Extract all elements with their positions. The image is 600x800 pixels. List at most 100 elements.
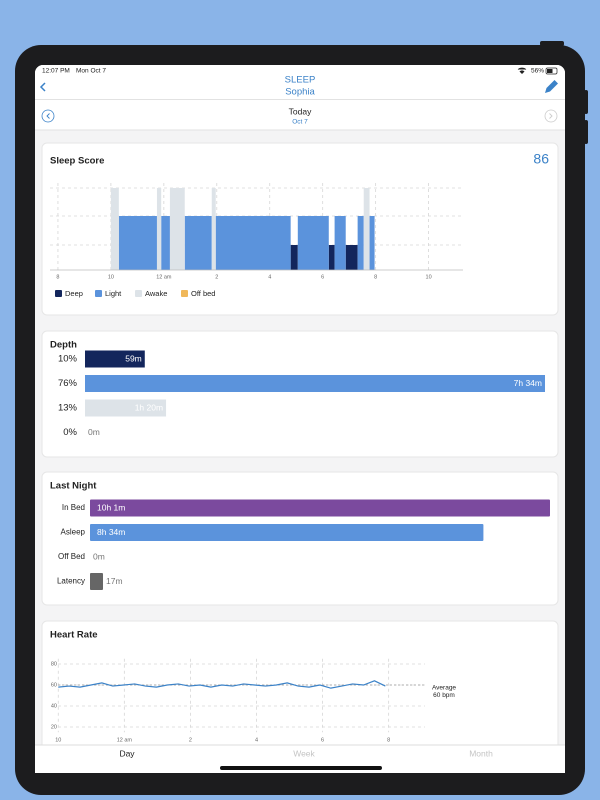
row-label: Off Bed bbox=[58, 552, 85, 561]
duration-value: 8h 34m bbox=[97, 527, 125, 537]
legend-swatch bbox=[95, 290, 102, 297]
average-value: 60 bpm bbox=[433, 692, 455, 699]
sleep-segment bbox=[211, 188, 216, 270]
dynamic-layer: 8 10 12 am 2 4 6 8 10 Deep Light Awake Off bed 10% 59… bbox=[50, 183, 550, 743]
heart-rate-line bbox=[58, 680, 386, 689]
sleep-segment bbox=[363, 188, 370, 270]
legend-label: Deep bbox=[65, 289, 83, 298]
x-tick-label: 2 bbox=[189, 737, 192, 743]
x-tick-label: 12 am bbox=[156, 274, 172, 280]
home-indicator bbox=[220, 766, 382, 770]
row-label: Latency bbox=[57, 577, 85, 586]
legend-swatch bbox=[181, 290, 188, 297]
x-tick-label: 8 bbox=[387, 737, 390, 743]
card-title: Depth bbox=[50, 340, 77, 351]
duration-bar bbox=[90, 499, 550, 517]
sleep-segment bbox=[334, 216, 346, 270]
legend-swatch bbox=[135, 290, 142, 297]
x-tick-label: 2 bbox=[215, 274, 218, 280]
battery-icon bbox=[545, 67, 558, 75]
card-title: Sleep Score bbox=[50, 156, 104, 167]
depth-bar bbox=[85, 350, 145, 368]
average-label: Average bbox=[432, 685, 456, 692]
depth-percent: 0% bbox=[63, 427, 77, 438]
sleep-segment bbox=[328, 245, 335, 270]
tabs: Day Week Month bbox=[119, 748, 493, 758]
depth-value: 59m bbox=[125, 353, 142, 363]
sleep-segment bbox=[215, 216, 291, 270]
back-button[interactable] bbox=[39, 82, 46, 92]
x-tick-label: 10 bbox=[55, 737, 61, 743]
x-tick-label: 4 bbox=[255, 737, 258, 743]
device-button bbox=[584, 90, 588, 114]
battery-level bbox=[547, 69, 553, 73]
sleep-segment bbox=[110, 188, 119, 270]
date-date: Oct 7 bbox=[292, 119, 308, 126]
y-tick-label: 20 bbox=[51, 724, 57, 730]
y-tick-label: 80 bbox=[51, 661, 57, 667]
sleep-segment bbox=[156, 188, 162, 270]
edit-button[interactable] bbox=[545, 80, 558, 93]
x-tick-label: 6 bbox=[321, 274, 324, 280]
depth-bar bbox=[85, 375, 545, 392]
y-tick-label: 40 bbox=[51, 703, 57, 709]
legend-swatch bbox=[55, 290, 62, 297]
sleep-segment bbox=[290, 245, 298, 270]
nav-title: SLEEP bbox=[285, 75, 316, 86]
sleep-segment bbox=[161, 216, 170, 270]
nav-subtitle: Sophia bbox=[285, 87, 315, 98]
depth-percent: 13% bbox=[58, 403, 78, 414]
duration-value: 17m bbox=[106, 576, 123, 586]
legend-label: Light bbox=[105, 289, 122, 298]
sleep-segment bbox=[297, 216, 329, 270]
x-tick-label: 8 bbox=[56, 274, 59, 280]
card-title: Last Night bbox=[50, 481, 97, 492]
depth-bar bbox=[85, 399, 167, 417]
depth-card bbox=[41, 330, 559, 458]
sleep-segment bbox=[345, 245, 358, 270]
depth-value: 0m bbox=[88, 427, 100, 437]
status-time: 12:07 PM bbox=[42, 68, 70, 75]
x-tick-label: 4 bbox=[268, 274, 271, 280]
legend-label: Awake bbox=[145, 289, 167, 298]
duration-bar bbox=[90, 524, 484, 541]
x-tick-label: 8 bbox=[374, 274, 377, 280]
next-arrow bbox=[549, 113, 553, 119]
duration-bar bbox=[90, 573, 104, 590]
date-nav-bg bbox=[35, 100, 565, 130]
row-label: Asleep bbox=[61, 528, 86, 537]
x-tick-label: 10 bbox=[426, 274, 432, 280]
y-tick-label: 60 bbox=[51, 682, 57, 688]
sleep-segment bbox=[118, 216, 157, 270]
x-tick-label: 6 bbox=[321, 737, 324, 743]
sleep-segment bbox=[369, 216, 375, 270]
x-tick-label: 10 bbox=[108, 274, 114, 280]
status-date: Mon Oct 7 bbox=[76, 68, 106, 75]
date-day: Today bbox=[289, 106, 312, 116]
depth-value: 1h 20m bbox=[135, 402, 163, 412]
row-label: In Bed bbox=[62, 503, 85, 512]
sleep-segment bbox=[357, 216, 364, 270]
prev-arrow bbox=[46, 113, 50, 119]
prev-day-button[interactable] bbox=[41, 109, 55, 123]
sleep-segment bbox=[184, 216, 212, 270]
sleep-score: 86 bbox=[533, 151, 549, 167]
status-battery: 56% bbox=[531, 68, 544, 75]
x-tick-label: 12 am bbox=[117, 737, 133, 743]
sleep-segment bbox=[169, 188, 185, 270]
wifi-icon bbox=[517, 67, 527, 74]
tab[interactable]: Month bbox=[469, 748, 493, 758]
device-button bbox=[584, 120, 588, 144]
card-title: Heart Rate bbox=[50, 630, 98, 641]
duration-value: 10h 1m bbox=[97, 502, 125, 512]
device-button bbox=[540, 41, 564, 46]
depth-percent: 76% bbox=[58, 378, 78, 389]
duration-value: 0m bbox=[93, 551, 105, 561]
tab[interactable]: Day bbox=[119, 748, 135, 758]
legend-label: Off bed bbox=[191, 289, 215, 298]
depth-value: 7h 34m bbox=[514, 378, 542, 388]
tab[interactable]: Week bbox=[293, 748, 315, 758]
next-day-button[interactable] bbox=[544, 109, 558, 123]
depth-percent: 10% bbox=[58, 354, 78, 365]
